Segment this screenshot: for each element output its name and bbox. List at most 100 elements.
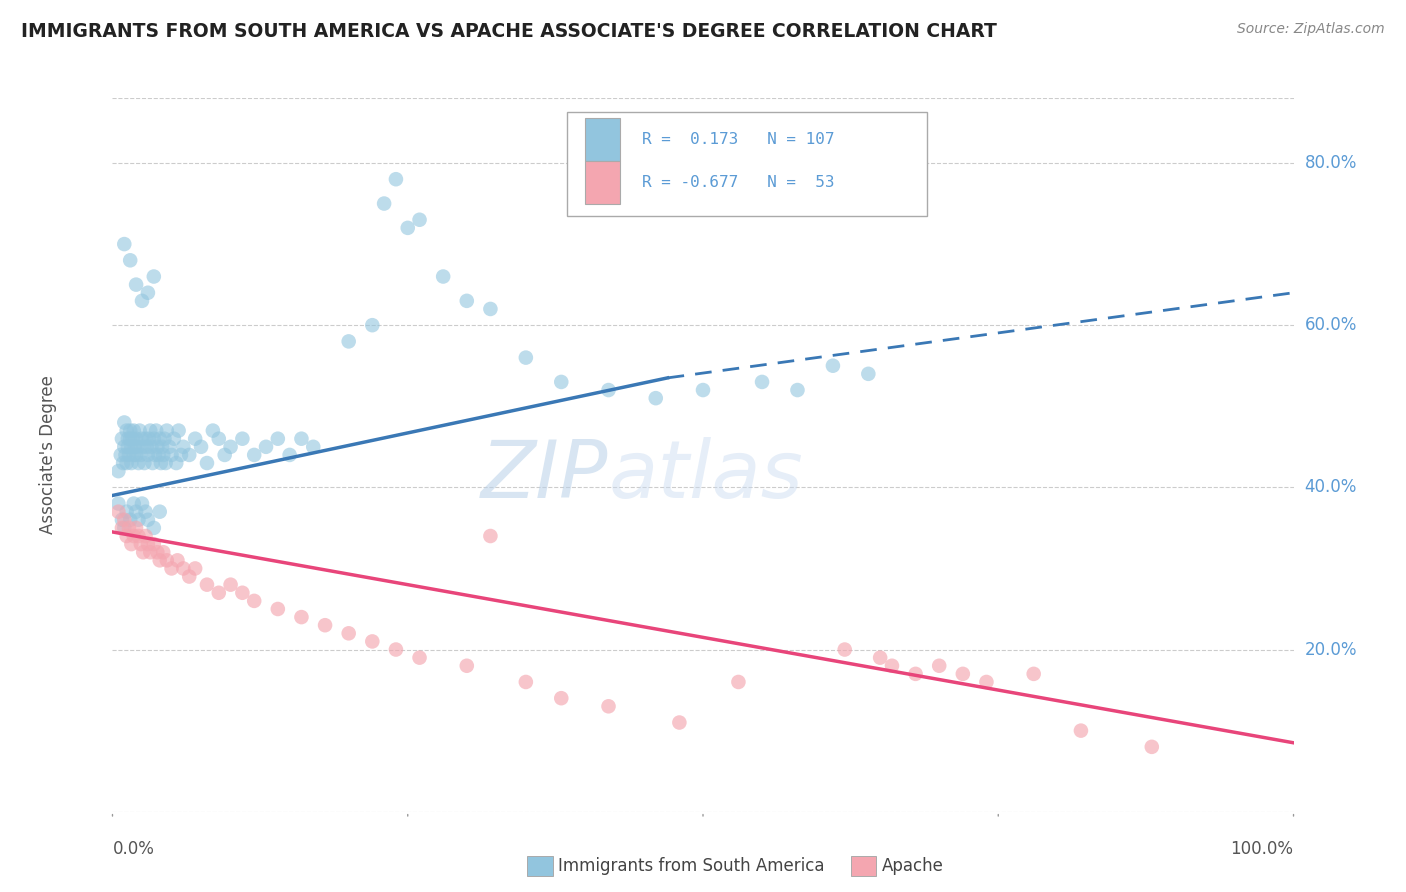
- Point: [146, 545, 169, 559]
- Point: [290, 610, 312, 624]
- Point: [172, 440, 194, 454]
- Point: [124, 440, 146, 454]
- Point: [120, 440, 142, 454]
- Point: [121, 432, 143, 446]
- Point: [880, 658, 903, 673]
- Point: [120, 456, 142, 470]
- Point: [692, 383, 714, 397]
- Point: [184, 561, 207, 575]
- Point: [125, 277, 148, 292]
- Point: [149, 432, 172, 446]
- Point: [152, 448, 174, 462]
- Text: IMMIGRANTS FROM SOUTH AMERICA VS APACHE ASSOCIATE'S DEGREE CORRELATION CHART: IMMIGRANTS FROM SOUTH AMERICA VS APACHE …: [21, 22, 997, 41]
- Point: [139, 424, 162, 438]
- Point: [125, 505, 148, 519]
- Point: [150, 440, 173, 454]
- Point: [278, 448, 301, 462]
- Point: [115, 505, 138, 519]
- Point: [107, 464, 129, 478]
- Point: [120, 513, 142, 527]
- Point: [166, 553, 188, 567]
- Point: [231, 432, 253, 446]
- Point: [135, 505, 157, 519]
- Point: [219, 440, 242, 454]
- Point: [107, 505, 129, 519]
- Point: [598, 383, 620, 397]
- Point: [143, 448, 166, 462]
- Text: 60.0%: 60.0%: [1305, 316, 1357, 334]
- Point: [302, 440, 325, 454]
- FancyBboxPatch shape: [567, 112, 928, 216]
- Point: [786, 383, 808, 397]
- Point: [1022, 666, 1045, 681]
- Point: [160, 561, 183, 575]
- FancyBboxPatch shape: [585, 161, 620, 203]
- Point: [456, 658, 478, 673]
- Point: [515, 675, 537, 690]
- Point: [550, 375, 572, 389]
- Point: [149, 456, 172, 470]
- Point: [152, 545, 174, 559]
- Point: [138, 432, 160, 446]
- Point: [118, 448, 141, 462]
- Point: [396, 220, 419, 235]
- Point: [385, 642, 408, 657]
- Point: [142, 456, 165, 470]
- Point: [115, 529, 138, 543]
- Point: [149, 553, 172, 567]
- Point: [127, 456, 149, 470]
- Point: [254, 440, 277, 454]
- Point: [110, 448, 132, 462]
- Point: [976, 675, 998, 690]
- Point: [834, 642, 856, 657]
- Point: [115, 424, 138, 438]
- Text: Associate's Degree: Associate's Degree: [38, 376, 56, 534]
- Point: [190, 440, 212, 454]
- Point: [125, 521, 148, 535]
- Point: [142, 269, 165, 284]
- Point: [131, 497, 153, 511]
- Point: [515, 351, 537, 365]
- Point: [869, 650, 891, 665]
- Point: [132, 545, 155, 559]
- Point: [112, 513, 135, 527]
- Point: [111, 521, 134, 535]
- Point: [201, 424, 224, 438]
- Point: [149, 505, 172, 519]
- Point: [644, 391, 666, 405]
- Point: [408, 212, 430, 227]
- Point: [751, 375, 773, 389]
- Point: [129, 448, 152, 462]
- Point: [179, 448, 201, 462]
- Point: [120, 253, 142, 268]
- Point: [337, 334, 360, 349]
- Point: [117, 440, 139, 454]
- Point: [267, 432, 290, 446]
- Point: [598, 699, 620, 714]
- Point: [125, 448, 148, 462]
- Point: [112, 416, 135, 430]
- Point: [141, 440, 163, 454]
- Point: [112, 521, 135, 535]
- Point: [1140, 739, 1163, 754]
- Point: [128, 424, 150, 438]
- Point: [146, 440, 169, 454]
- Point: [135, 432, 157, 446]
- Point: [219, 577, 242, 591]
- Point: [135, 529, 157, 543]
- Point: [550, 691, 572, 706]
- Point: [156, 553, 179, 567]
- Point: [114, 448, 136, 462]
- Point: [170, 448, 193, 462]
- Point: [456, 293, 478, 308]
- Text: 20.0%: 20.0%: [1305, 640, 1357, 658]
- Point: [120, 432, 142, 446]
- Point: [165, 456, 187, 470]
- Point: [136, 448, 159, 462]
- Point: [155, 456, 177, 470]
- Point: [136, 513, 159, 527]
- Point: [928, 658, 950, 673]
- Point: [139, 545, 162, 559]
- Point: [385, 172, 408, 186]
- Point: [479, 529, 502, 543]
